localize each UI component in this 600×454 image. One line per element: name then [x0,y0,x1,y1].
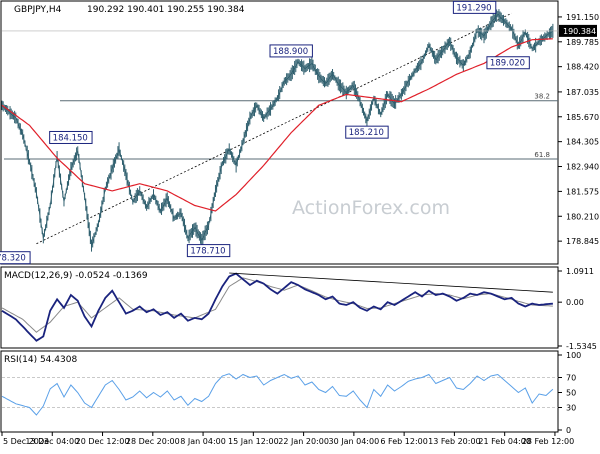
price-annotation-box [0,251,31,265]
price-tick-label: 191.150 [566,13,599,22]
x-tick-label: 6 Feb 12:00 [380,437,427,446]
macd-line [1,272,553,342]
rsi-tick-label: 0 [566,426,571,435]
x-tick-label: 8 Jan 04:00 [180,437,226,446]
price-tick-label: 187.035 [566,88,599,97]
price-annotation-label: 178.710 [190,247,225,257]
price-tick-label: 180.210 [566,212,599,221]
macd-divergence-line [229,272,553,293]
sma-line [1,38,553,212]
current-price-box [559,24,597,37]
macd-tick-label: 1.0911 [566,267,594,276]
price-annotation-label: 184.150 [53,133,88,143]
rsi-panel-border [0,350,559,433]
rsi-tick-label: 30 [566,404,576,413]
price-ohlc-label: 190.292 190.401 190.255 190.384 [87,5,245,15]
price-annotation-box [345,125,389,139]
rsi-levels [2,377,558,408]
x-tick-label: 28 Dec 20:00 [126,437,180,446]
rsi-tick-label: 50 [566,389,576,398]
fib-level-label: 38.2 [534,93,550,101]
price-annotation-box [452,0,497,14]
rsi-line [1,373,554,416]
current-price-label: 190.384 [563,27,596,36]
x-tick-label: 22 Jan 20:00 [278,437,329,446]
x-tick-label: 15 Jan 12:00 [228,437,279,446]
price-tick-label: 188.420 [566,63,599,72]
fib-levels: 38.2 61.8 [4,93,558,160]
macd-title: MACD(12,26,9) -0.0524 -0.1369 [4,271,148,281]
rsi-series-layer [1,373,554,416]
price-panel-border [0,0,559,265]
price-tick-label: 185.670 [566,113,599,122]
macd-y-axis: 1.0911 0.00 -1.5345 [558,267,597,351]
rsi-panel: RSI(14) 54.4308 100 70 50 30 0 [0,350,581,435]
price-y-axis: 191.150 189.785 188.420 187.035 185.670 184.3… [2,13,599,246]
price-annotation-label: 178.320 [0,254,26,264]
x-tick-label: 20 Dec 12:00 [76,437,130,446]
x-tick-label: 5 Dec 2023 [3,437,49,446]
x-tick-label: 28 Feb 12:00 [522,437,574,446]
price-tick-label: 189.785 [566,38,599,47]
watermark: ActionForex.com [292,197,450,219]
x-tick-label: 30 Jan 04:00 [329,437,380,446]
price-tick-label: 181.575 [566,187,599,196]
rsi-y-axis: 100 70 50 30 0 [558,351,581,435]
price-annotation-label: 189.020 [490,59,525,69]
price-line [1,13,554,246]
price-title: GBPJPY,H4 [14,5,62,15]
price-tick-label: 184.305 [566,138,599,147]
macd-series-layer [1,272,553,342]
fib-level-label: 61.8 [534,151,550,159]
macd-tick-label: 0.00 [566,298,584,307]
price-annotation-label: 191.290 [456,3,491,13]
macd-panel-border [0,266,559,349]
price-tick-label: 178.845 [566,237,599,246]
rsi-tick-label: 100 [566,351,581,360]
price-panel: GBPJPY,H4 190.292 190.401 190.255 190.38… [0,0,599,265]
macd-panel: MACD(12,26,9) -0.0524 -0.1369 1.0911 0.00… [0,266,597,351]
x-tick-label: 13 Feb 20:00 [428,437,480,446]
price-annotation-box [269,44,313,58]
macd-tick-label: -1.5345 [566,342,597,351]
x-tick-label: 21 Feb 04:00 [478,437,530,446]
x-tick-label: 13 Dec 04:00 [25,437,79,446]
price-annotation-box [486,56,530,70]
price-annotation-label: 188.900 [273,47,308,57]
price-tick-label: 182.940 [566,163,599,172]
price-series-layer [1,9,554,252]
price-annotation-box [49,130,93,144]
price-annotations: 178.320 184.150 178.710 188.900 185.210 191.2… [0,0,530,265]
price-annotation-box [186,244,231,258]
rsi-title: RSI(14) 54.4308 [4,355,77,365]
price-annotation-label: 185.210 [349,128,384,138]
rsi-tick-label: 70 [566,374,576,383]
